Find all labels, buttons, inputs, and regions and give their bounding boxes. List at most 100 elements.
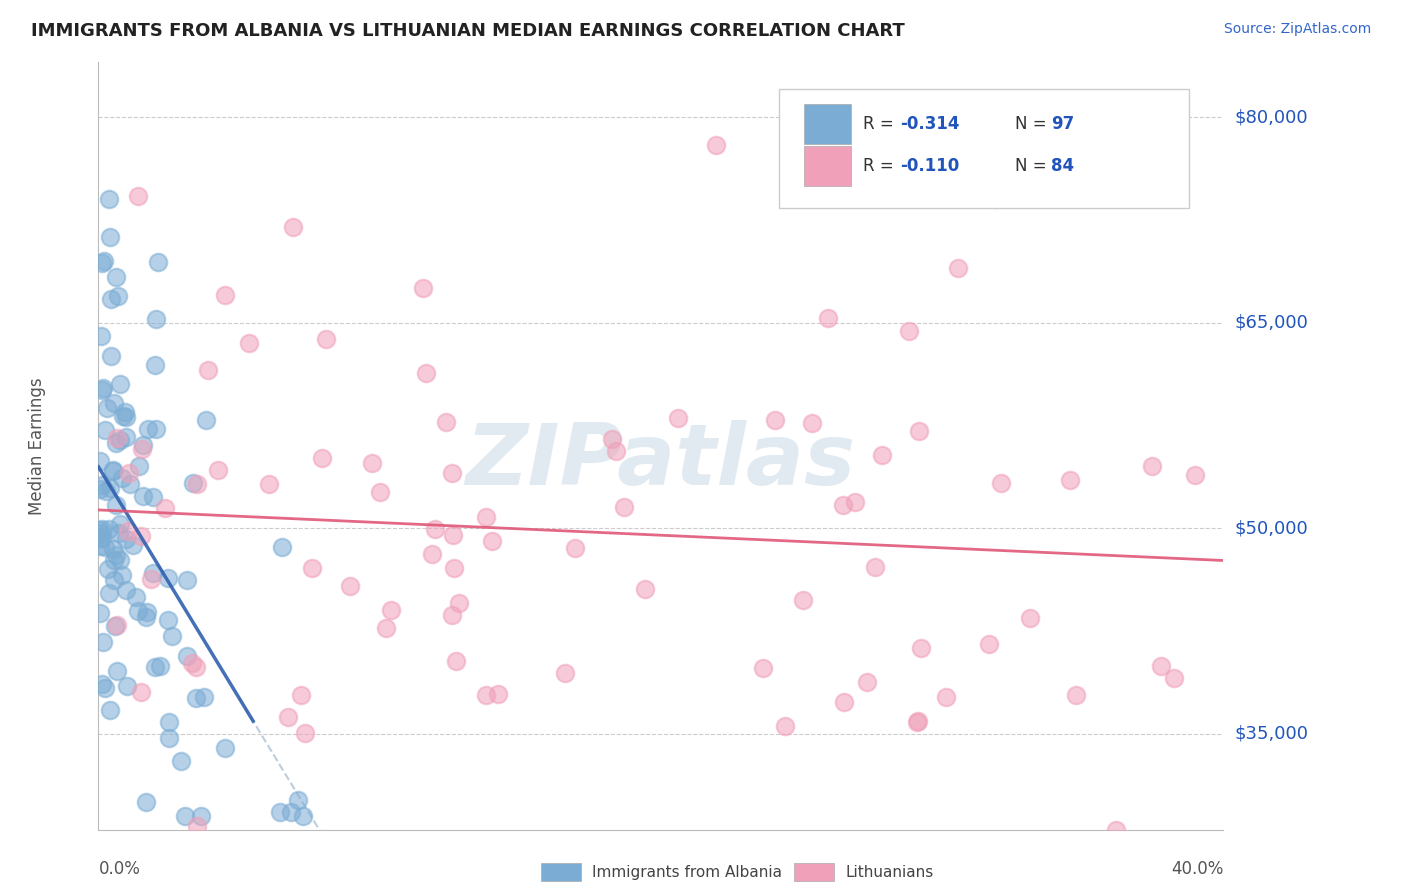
Point [89,539,111,553]
Text: $50,000: $50,000 [1234,519,1308,537]
Point [103,553,125,567]
Point [89,482,111,496]
Point [195,413,218,427]
Point [488,686,510,700]
Text: -0.314: -0.314 [900,115,960,133]
Text: R =: R = [863,115,900,133]
Point [100,292,122,306]
Point [176,649,198,664]
Point [145,312,167,326]
Point [897,324,920,338]
Point [280,805,302,819]
Point [193,690,215,705]
Point [186,691,208,706]
Point [129,529,152,543]
Point [977,637,1000,651]
Point [101,464,124,478]
Text: Median Earnings: Median Earnings [28,377,45,515]
Point [142,566,165,580]
Point [160,629,183,643]
Point [834,695,856,709]
Point [214,740,236,755]
Point [863,559,886,574]
Point [105,548,128,562]
Point [475,509,498,524]
Point [89,523,111,537]
Point [115,679,138,693]
Point [143,659,166,673]
Point [361,456,384,470]
Point [990,476,1012,491]
Point [287,793,309,807]
Point [157,571,180,585]
Point [135,795,157,809]
Point [170,754,193,768]
Point [441,527,464,541]
Point [103,573,125,587]
Point [1059,473,1081,487]
Text: 40.0%: 40.0% [1171,860,1223,879]
Point [443,561,465,575]
Point [269,805,291,819]
Point [444,654,467,668]
Point [368,484,391,499]
Point [90,531,112,545]
Point [1150,658,1173,673]
Point [90,256,112,270]
Point [112,409,135,423]
Point [93,381,115,395]
Point [91,634,114,648]
Point [90,677,112,691]
Point [290,689,312,703]
Point [108,516,131,531]
Point [145,422,167,436]
Point [908,425,931,439]
Text: $65,000: $65,000 [1234,314,1308,332]
Point [125,590,148,604]
Point [139,572,162,586]
Point [132,438,155,452]
Point [107,289,129,303]
Point [90,523,112,537]
Point [634,582,657,596]
Point [114,532,136,546]
Text: N =: N = [1015,157,1052,175]
Point [97,562,120,576]
Point [93,254,115,268]
Point [375,621,398,635]
Point [90,531,112,545]
Point [173,809,195,823]
Point [935,690,957,704]
Point [136,422,159,436]
Text: Immigrants from Albania: Immigrants from Albania [592,865,782,880]
Point [270,540,292,554]
Point [110,553,132,567]
FancyBboxPatch shape [804,146,851,186]
Point [128,458,150,473]
Point [108,376,131,391]
Point [763,413,786,427]
Point [817,310,839,325]
Point [157,614,180,628]
Point [301,560,323,574]
Point [294,726,316,740]
Point [98,586,121,600]
Point [131,685,153,699]
Point [94,681,117,695]
Point [855,675,877,690]
Point [117,466,139,480]
Point [238,335,260,350]
Point [214,288,236,302]
Point [415,366,437,380]
Point [775,719,797,733]
Point [157,731,180,746]
Point [100,349,122,363]
Point [153,500,176,515]
Point [111,567,134,582]
Text: 84: 84 [1052,157,1074,175]
Point [97,193,120,207]
Point [101,541,124,556]
Point [475,688,498,702]
Text: Source: ZipAtlas.com: Source: ZipAtlas.com [1223,22,1371,37]
Point [380,603,402,617]
